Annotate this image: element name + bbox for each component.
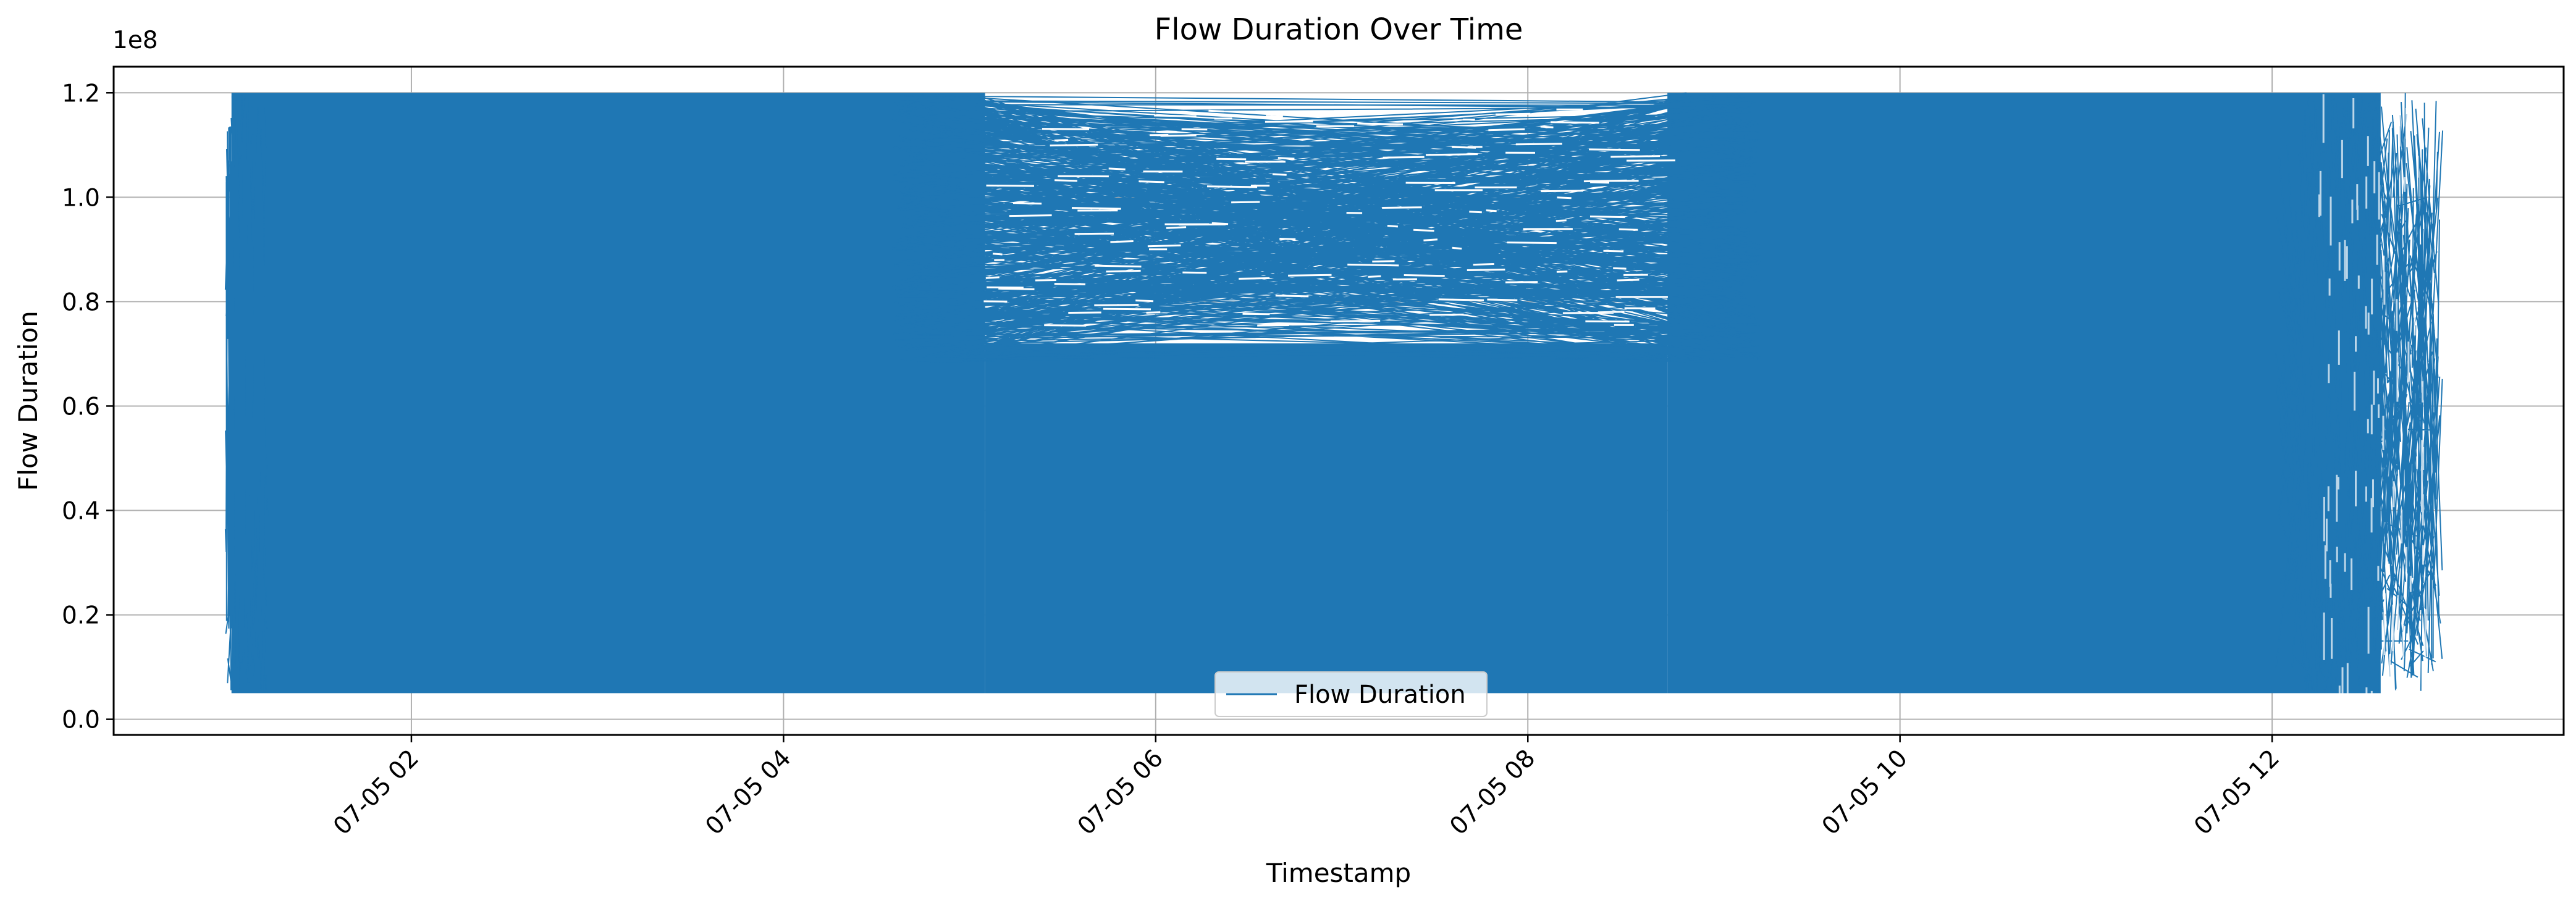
series-fill-block [231, 93, 985, 694]
y-tick-label: 0.8 [62, 288, 100, 316]
y-tick-label: 1.0 [62, 184, 100, 212]
legend-label: Flow Duration [1294, 681, 1466, 709]
series-fill-block [1667, 93, 2381, 694]
plot-frame [112, 65, 2565, 736]
y-axis-label: Flow Duration [13, 311, 43, 491]
chart-title: Flow Duration Over Time [1155, 12, 1523, 47]
y-tick-label: 1.2 [62, 80, 100, 107]
series-gap [2318, 94, 2427, 715]
series-gap [983, 108, 1676, 327]
legend: Flow Duration [1214, 671, 1488, 717]
x-axis-label: Timestamp [1266, 858, 1411, 888]
y-axis-offset-label: 1e8 [112, 27, 158, 54]
series-line [892, 92, 1761, 363]
y-tick-label: 0.2 [62, 602, 100, 630]
legend-box [1214, 671, 1488, 717]
data-layer [224, 92, 2444, 715]
y-tick-label: 0.6 [62, 393, 100, 421]
y-tick-label: 0.0 [62, 707, 100, 734]
series-fill-block [985, 343, 1668, 694]
y-axis: 0.0 0.2 0.4 0.6 0.8 1.0 1.2 [62, 80, 114, 734]
y-tick-label: 0.4 [62, 498, 100, 526]
